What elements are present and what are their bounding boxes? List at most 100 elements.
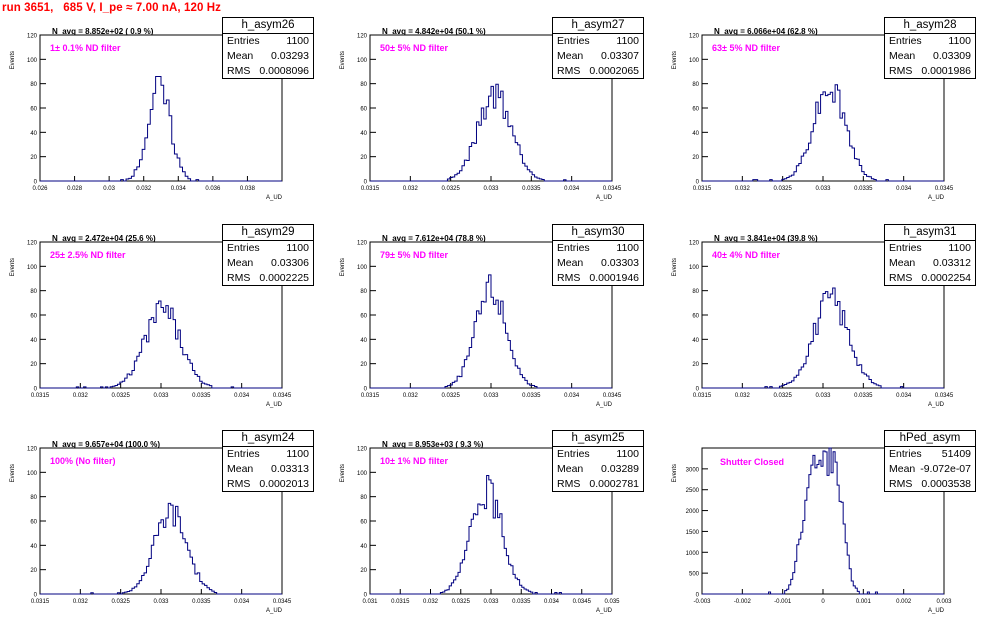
x-tick-label: -0.001 bbox=[774, 599, 792, 605]
stat-label: Entries bbox=[557, 35, 590, 47]
histogram-series bbox=[40, 75, 282, 182]
stats-box: h_asym25 Entries 1100 Mean 0.03289 RMS 0.00027… bbox=[552, 430, 644, 492]
y-tick-label: 100 bbox=[357, 471, 368, 477]
x-tick-label: 0.038 bbox=[240, 186, 256, 192]
histogram-series bbox=[370, 274, 612, 389]
stat-label: RMS bbox=[227, 478, 251, 490]
y-tick-label: 100 bbox=[689, 265, 700, 271]
stat-row-mean: Mean -9.072e-07 bbox=[885, 462, 975, 477]
y-tick-label: 0 bbox=[364, 180, 368, 186]
x-tick-label: 0.001 bbox=[856, 599, 872, 605]
x-tick-label: 0.0345 bbox=[603, 186, 622, 192]
stat-value: 0.03313 bbox=[271, 463, 309, 475]
x-tick-label: 0.0345 bbox=[273, 599, 292, 605]
stats-box: h_asym30 Entries 1100 Mean 0.03303 RMS 0.00019… bbox=[552, 224, 644, 286]
histogram-name: h_asym27 bbox=[553, 18, 643, 34]
y-tick-label: 80 bbox=[360, 82, 367, 88]
y-tick-label: 0 bbox=[34, 387, 38, 393]
x-tick-label: 0.0315 bbox=[361, 393, 380, 399]
stat-label: Entries bbox=[557, 448, 590, 460]
stat-label: RMS bbox=[889, 272, 913, 284]
y-tick-label: 40 bbox=[692, 338, 699, 344]
stat-label: Mean bbox=[889, 463, 916, 475]
x-tick-label: 0.0315 bbox=[31, 393, 50, 399]
stat-value: 1100 bbox=[948, 242, 971, 254]
stat-value: 0.0008096 bbox=[259, 65, 309, 77]
x-tick-label: 0.032 bbox=[73, 599, 89, 605]
x-tick-label: 0.0325 bbox=[441, 393, 460, 399]
histogram-svg-h_asym24: 0 20 40 60 80 100 120 0.0315 0.032 0.0325 0.033 0.0… bbox=[10, 447, 292, 615]
y-tick-label: 0 bbox=[34, 593, 38, 599]
histogram-panel-h_asym30: 0 20 40 60 80 100 120 0.0315 0.032 0.0325 0.033 0.0… bbox=[330, 222, 660, 429]
filter-label: 25± 2.5% ND filter bbox=[50, 250, 126, 260]
stat-row-entries: Entries 1100 bbox=[553, 34, 643, 49]
x-tick-label: 0.0325 bbox=[441, 186, 460, 192]
x-tick-label: 0.034 bbox=[896, 393, 912, 399]
n-avg-label: N_avg = 3.841e+04 (39.8 %) bbox=[714, 234, 818, 243]
x-tick-label: 0.035 bbox=[604, 599, 620, 605]
y-tick-label: 100 bbox=[27, 58, 38, 64]
stat-label: Entries bbox=[889, 242, 922, 254]
stat-row-rms: RMS 0.0002013 bbox=[223, 477, 313, 492]
histogram-svg-h_asym25: 0 20 40 60 80 100 120 0.031 0.0315 0.032 0.0325 0.0… bbox=[340, 447, 620, 615]
x-tick-label: 0.033 bbox=[483, 599, 499, 605]
filter-label: 40± 4% ND filter bbox=[712, 250, 780, 260]
histogram-name: h_asym28 bbox=[885, 18, 975, 34]
stat-value: 1100 bbox=[616, 242, 639, 254]
stat-value: 1100 bbox=[616, 35, 639, 47]
stat-row-rms: RMS 0.0001946 bbox=[553, 271, 643, 286]
n-avg-label: N_avg = 9.657e+04 (100.0 %) bbox=[52, 440, 161, 449]
x-axis-label: A_UD bbox=[266, 402, 283, 408]
x-axis-label: A_UD bbox=[266, 608, 283, 614]
y-axis-label: Events bbox=[340, 258, 346, 276]
x-tick-label: 0.0345 bbox=[273, 393, 292, 399]
x-axis-label: A_UD bbox=[928, 608, 945, 614]
y-tick-label: 60 bbox=[360, 107, 367, 113]
stat-value: 0.03309 bbox=[933, 50, 971, 62]
stat-value: -9.072e-07 bbox=[920, 463, 971, 475]
stat-value: 0.03293 bbox=[271, 50, 309, 62]
y-tick-label: 120 bbox=[27, 34, 38, 40]
y-tick-label: 80 bbox=[30, 82, 37, 88]
x-tick-label: 0.033 bbox=[483, 393, 499, 399]
histogram-name: h_asym29 bbox=[223, 225, 313, 241]
stats-box: h_asym26 Entries 1100 Mean 0.03293 RMS 0.00080… bbox=[222, 17, 314, 79]
x-tick-label: 0.0345 bbox=[573, 599, 592, 605]
stat-row-mean: Mean 0.03293 bbox=[223, 49, 313, 64]
y-tick-label: 0 bbox=[34, 180, 38, 186]
x-tick-label: -0.003 bbox=[693, 599, 711, 605]
histogram-name: h_asym30 bbox=[553, 225, 643, 241]
stat-label: Mean bbox=[227, 50, 254, 62]
histogram-svg-hPed_asym: 0 500 1000 1500 2000 2500 3000 -0.003 -0.002 -0.0… bbox=[672, 447, 952, 614]
histogram-panel-h_asym27: 0 20 40 60 80 100 120 0.0315 0.032 0.0325 0.033 0.0… bbox=[330, 15, 660, 222]
x-tick-label: 0.0315 bbox=[693, 393, 712, 399]
stat-label: RMS bbox=[557, 478, 581, 490]
stat-row-rms: RMS 0.0003538 bbox=[885, 477, 975, 492]
stat-value: 0.0002781 bbox=[589, 478, 639, 490]
x-tick-label: 0 bbox=[821, 599, 825, 605]
filter-label: 50± 5% ND filter bbox=[380, 43, 448, 53]
histogram-svg-h_asym27: 0 20 40 60 80 100 120 0.0315 0.032 0.0325 0.033 0.0… bbox=[340, 34, 622, 202]
y-tick-label: 0 bbox=[696, 593, 700, 599]
stat-label: Mean bbox=[557, 50, 584, 62]
x-axis-label: A_UD bbox=[928, 195, 945, 201]
stats-box: h_asym24 Entries 1100 Mean 0.03313 RMS 0.00020… bbox=[222, 430, 314, 492]
histogram-name: h_asym26 bbox=[223, 18, 313, 34]
y-axis-label: Events bbox=[340, 464, 346, 482]
y-tick-label: 0 bbox=[364, 593, 368, 599]
y-tick-label: 120 bbox=[357, 241, 368, 247]
stat-row-entries: Entries 1100 bbox=[223, 34, 313, 49]
histogram-panel-h_asym28: 0 20 40 60 80 100 120 0.0315 0.032 0.0325 0.033 0.0… bbox=[662, 15, 992, 222]
x-tick-label: 0.034 bbox=[544, 599, 560, 605]
x-tick-label: 0.03 bbox=[103, 186, 115, 192]
y-tick-label: 100 bbox=[27, 471, 38, 477]
y-axis-label: Events bbox=[672, 464, 678, 482]
stats-box: h_asym31 Entries 1100 Mean 0.03312 RMS 0.00022… bbox=[884, 224, 976, 286]
stat-label: RMS bbox=[557, 272, 581, 284]
x-tick-label: 0.033 bbox=[815, 393, 831, 399]
y-tick-label: 60 bbox=[30, 107, 37, 113]
histogram-panel-h_asym24: 0 20 40 60 80 100 120 0.0315 0.032 0.0325 0.033 0.0… bbox=[0, 428, 330, 635]
stat-value: 1100 bbox=[286, 35, 309, 47]
y-tick-label: 80 bbox=[30, 289, 37, 295]
stats-box: h_asym29 Entries 1100 Mean 0.03306 RMS 0.00022… bbox=[222, 224, 314, 286]
